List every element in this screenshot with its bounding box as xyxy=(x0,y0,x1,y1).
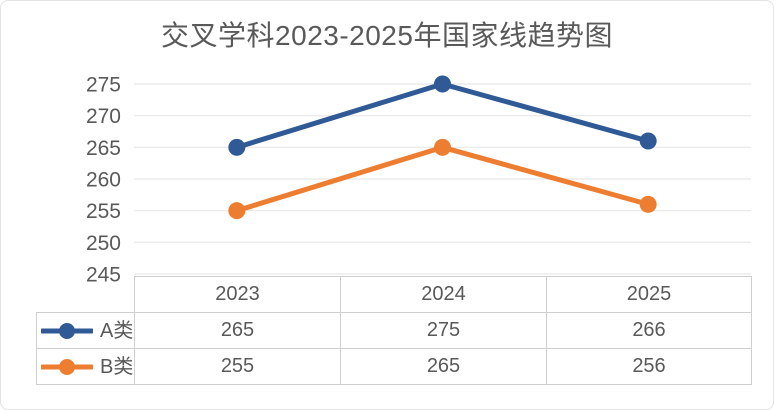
series-b-line-marker-icon xyxy=(41,358,93,376)
y-axis-tick-label: 275 xyxy=(86,74,121,97)
series-b-marker xyxy=(639,195,657,213)
value-a-2025: 266 xyxy=(546,312,752,349)
table-row-series-b: B类 255 265 256 xyxy=(36,348,752,385)
series-a-label: A类 xyxy=(100,319,134,342)
value-b-2025: 256 xyxy=(546,348,752,385)
value-b-2023: 255 xyxy=(134,348,341,385)
value-b-2024: 265 xyxy=(340,348,547,385)
column-header-2025: 2025 xyxy=(546,276,752,313)
y-axis-tick-label: 250 xyxy=(86,232,121,255)
y-axis-tick-label: 245 xyxy=(86,264,121,287)
series-a-marker xyxy=(228,138,246,156)
series-a-line-marker-icon xyxy=(41,322,93,340)
y-axis-tick-label: 265 xyxy=(86,137,121,160)
column-header-2023: 2023 xyxy=(134,276,341,313)
y-axis-tick-label: 255 xyxy=(86,200,121,223)
table-corner-cell xyxy=(37,277,135,313)
series-a-marker xyxy=(639,132,657,150)
column-header-2024: 2024 xyxy=(340,276,547,313)
value-a-2023: 265 xyxy=(134,312,341,349)
series-b-marker xyxy=(228,202,246,220)
chart-title: 交叉学科2023-2025年国家线趋势图 xyxy=(161,20,613,51)
series-a-marker xyxy=(434,75,451,93)
data-table: 2023 2024 2025 A类 265 275 266 xyxy=(36,276,752,385)
table-header-row: 2023 2024 2025 xyxy=(37,276,752,313)
value-a-2024: 275 xyxy=(340,312,547,349)
y-axis-tick-label: 260 xyxy=(86,169,121,192)
series-b-marker xyxy=(434,138,451,156)
series-b-label: B类 xyxy=(100,355,134,378)
table-row-series-a: A类 265 275 266 xyxy=(36,312,752,349)
y-axis-tick-label: 270 xyxy=(86,105,121,128)
legend-cell-series-a: A类 xyxy=(36,312,135,349)
legend-cell-series-b: B类 xyxy=(36,348,135,385)
